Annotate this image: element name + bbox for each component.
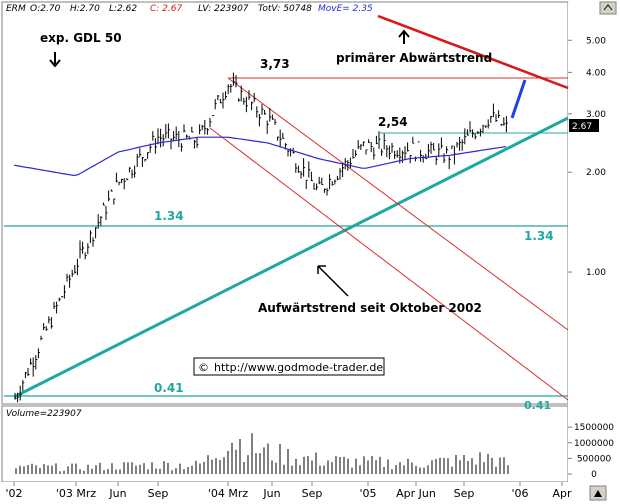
x-axis-area [0,482,620,504]
header-low: L:2.62 [109,4,137,14]
y-axis-ticks: 5.00 4.00 3.00 2.00 1.00 1500000 1000000 500000… [568,36,614,480]
high-value-label: 3,73 [260,57,290,71]
header-symbol: ERM [6,4,26,14]
up-arrow-icon [398,29,410,44]
volume-label: Volume=223907 [6,409,82,419]
chevron-up-icon [603,4,613,11]
volume-panel-frame [1,405,569,483]
x-tick-label: Jun [262,487,280,500]
y-tick-label: 5.00 [586,36,606,46]
volume-tick-label: 1500000 [574,423,614,433]
volume-bars [15,433,509,474]
y-axis-area [568,2,618,482]
x-tick-label: '05 [359,487,376,500]
y-tick-label: 2.00 [586,168,606,178]
price-panel-frame [1,1,569,405]
x-tick-label: '04 Mrz [208,487,249,500]
down-arrow-icon [49,52,61,68]
x-tick-label: '06 [511,487,528,500]
volume-tick-label: 500000 [577,454,612,464]
mid-value-label: 2,54 [378,115,408,129]
x-tick-label: Apr [552,487,572,500]
y-tick-label: 1.00 [586,268,606,278]
volume-tick-label: 0 [591,470,597,480]
low-value-label: 0.41 [154,381,184,395]
header-close: C: 2.67 [150,4,182,14]
header-high: H:2.70 [70,4,100,14]
chart-tool-icon [594,490,602,497]
primary-downtrend-line [377,14,569,90]
price-bars [14,72,508,403]
url-box [193,357,385,376]
gdl-annotation: exp. GDL 50 [40,31,122,45]
x-tick-label: '03 Mrz [56,487,97,500]
support-label-left: 1.34 [154,209,184,223]
header-open: O:2.70 [30,4,61,14]
support-label-right: 1.34 [524,229,554,243]
trend-channel-upper-line [227,77,569,331]
x-tick-label: Sep [148,487,169,500]
x-tick-label: Sep [454,487,475,500]
header-move: MovE= 2.35 [318,4,373,14]
y-tick-label: 3.00 [586,110,606,120]
volume-tick-label: 1000000 [574,439,614,449]
forecast-arrow-line [510,79,527,119]
pointer-arrow-icon [317,265,349,297]
primary-trend-annotation: primärer Abwärtstrend [336,51,492,65]
header-lv: LV: 223907 [198,4,249,14]
x-axis-ticks: '02 '03 Mrz Jun Sep '04 Mrz Jun Sep '05 Apr Jun S… [5,482,572,500]
copyright-icon: © [198,361,209,374]
moving-average-line [13,136,507,177]
uptrend-annotation: Aufwärtstrend seit Oktober 2002 [258,301,482,315]
x-tick-label: Apr Jun [396,487,436,500]
x-tick-label: '02 [5,487,22,500]
website-url: http://www.godmode-trader.de [214,361,383,374]
y-tick-label: 4.00 [586,68,606,78]
trend-channel-lower-line [209,127,569,401]
x-tick-label: Sep [302,487,323,500]
header-totv: TotV: 50748 [258,4,312,14]
last-price-tag: 2.67 [572,122,592,132]
low-value-label-right: 0.41 [524,399,551,412]
x-tick-label: Jun [108,487,126,500]
scroll-button-top[interactable] [599,1,617,15]
uptrend-support-line [13,116,569,399]
last-price-tag-bg [569,119,599,132]
